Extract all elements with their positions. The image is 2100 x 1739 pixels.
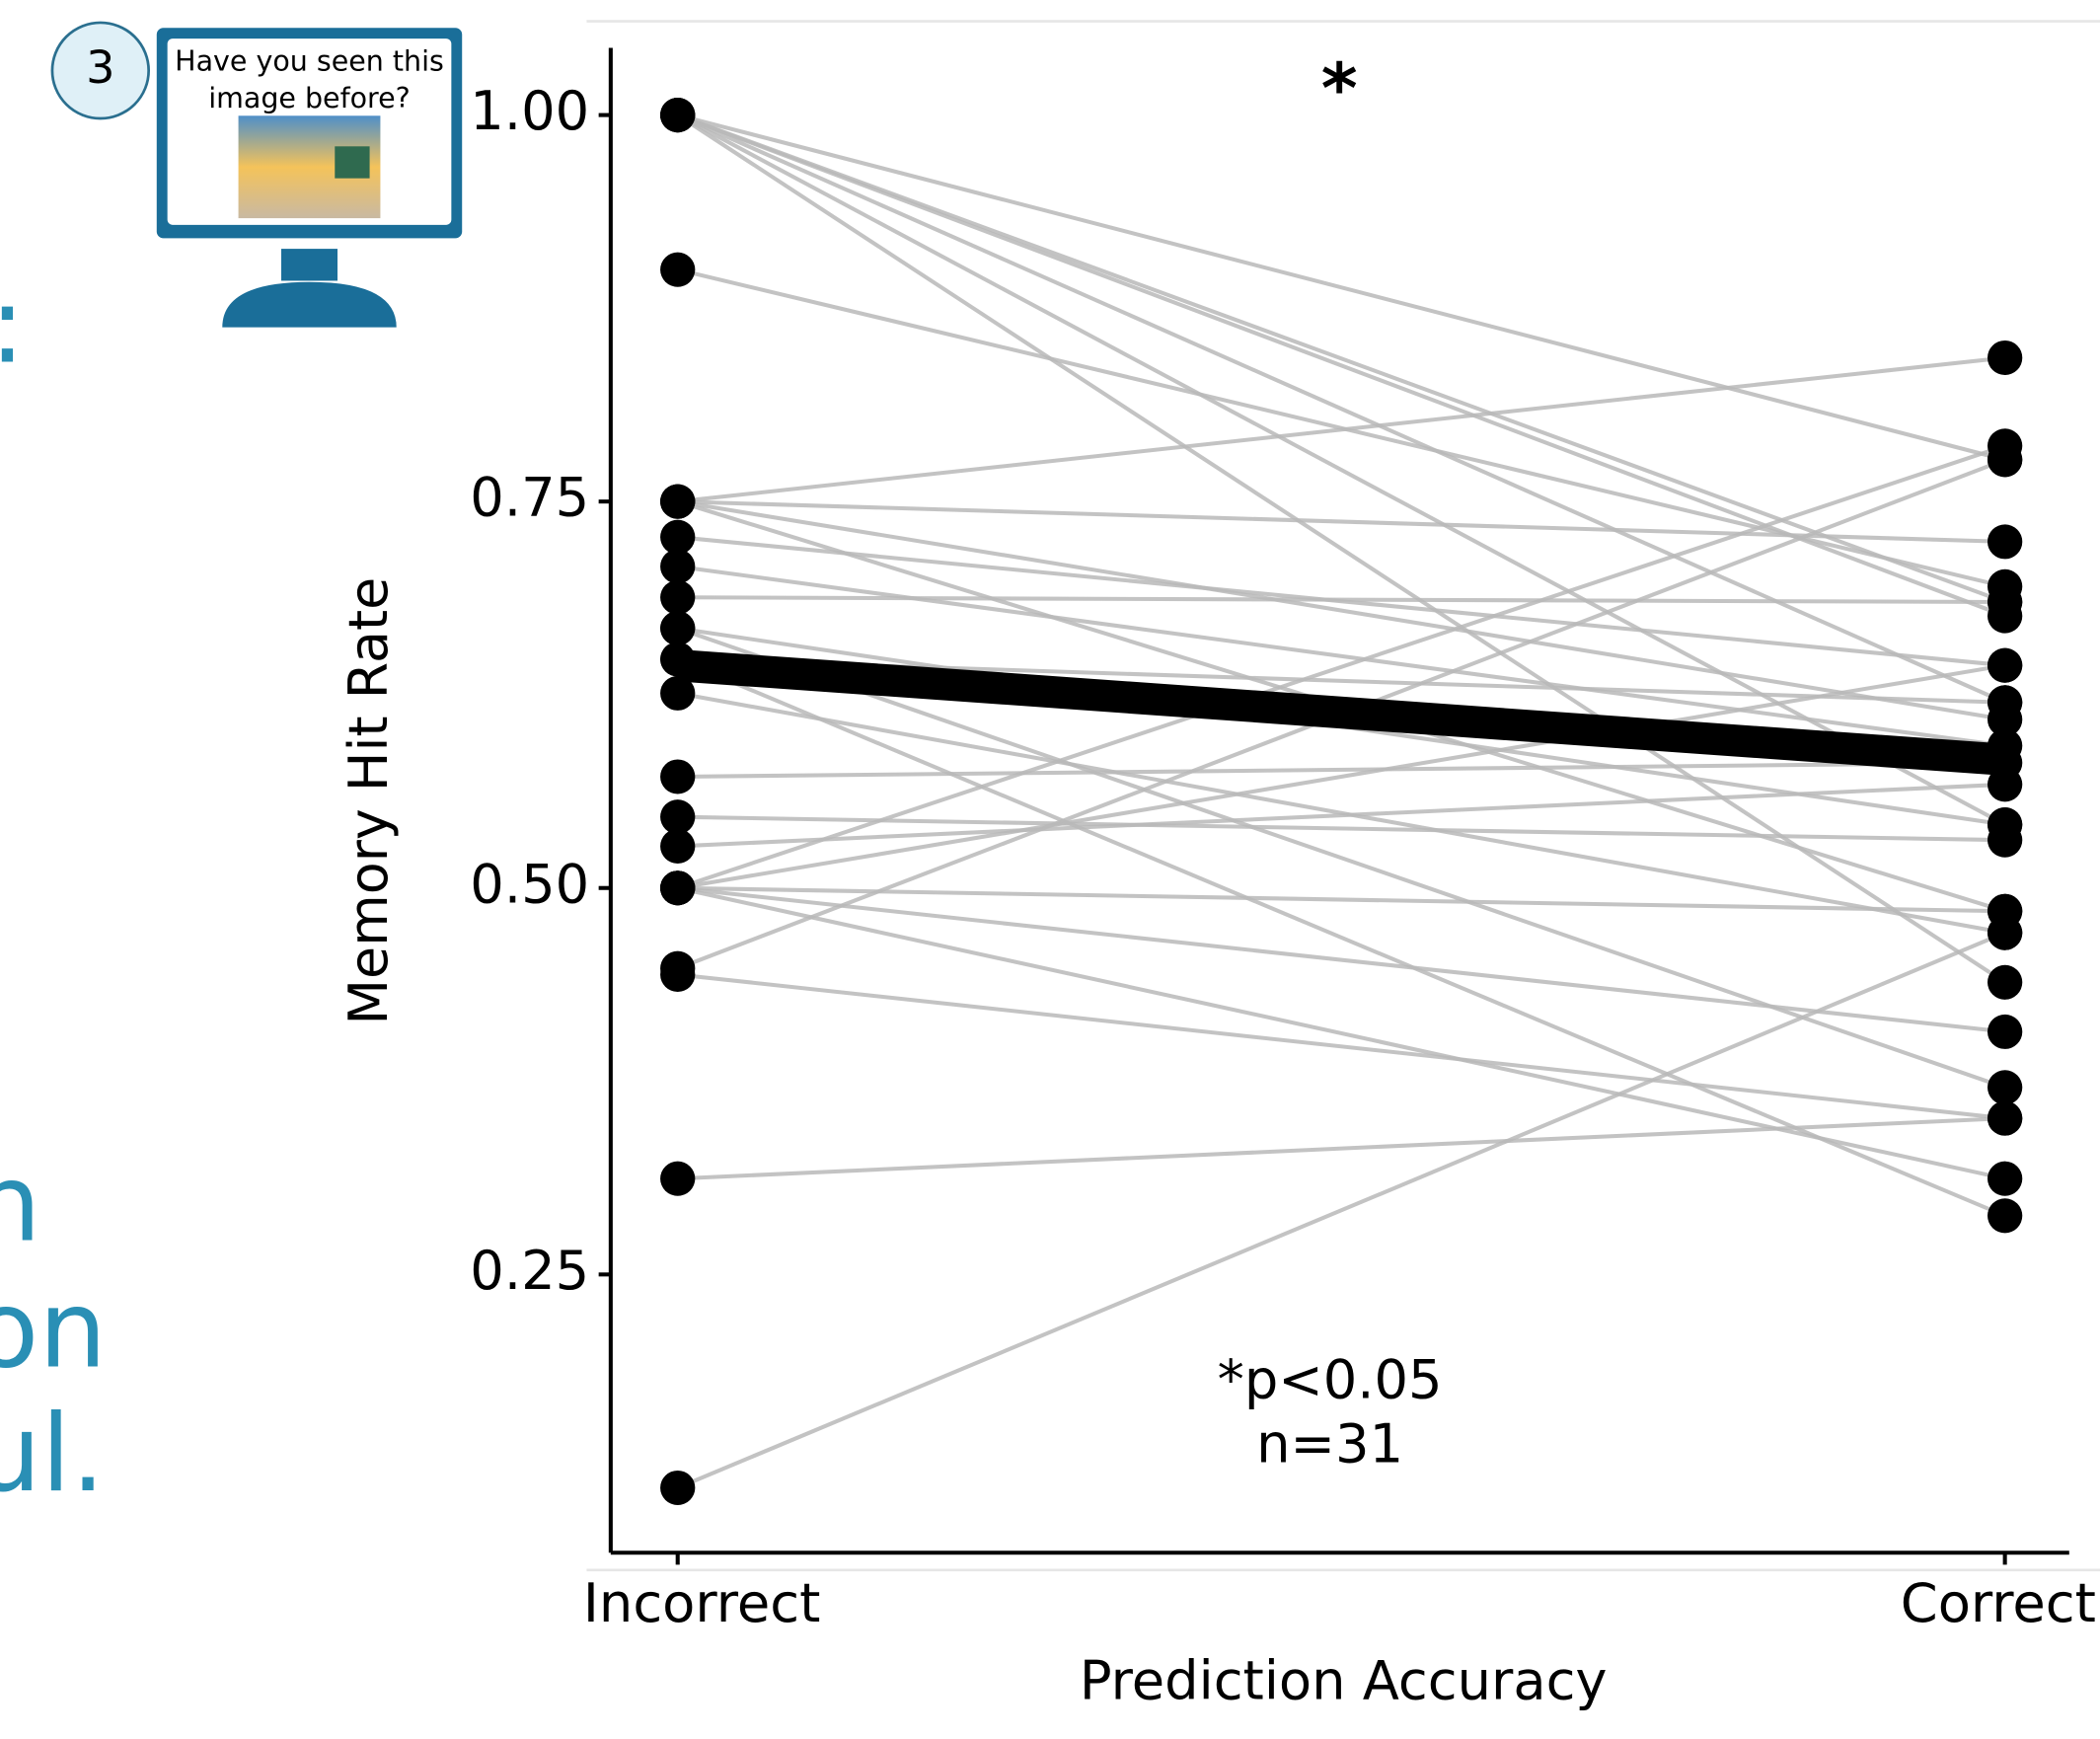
subject-line — [678, 1118, 2005, 1178]
point — [660, 642, 695, 676]
annotation: *p<0.05 — [1218, 1349, 1443, 1411]
fragment: on — [0, 1268, 107, 1393]
point — [1988, 1198, 2022, 1233]
point — [660, 829, 695, 864]
point — [660, 957, 695, 992]
fragment: ul. — [0, 1392, 105, 1516]
point — [1988, 1101, 2022, 1136]
point — [1988, 685, 2022, 719]
point — [660, 870, 695, 905]
point — [1988, 916, 2022, 950]
point — [660, 253, 695, 287]
subject-line — [678, 763, 2005, 777]
monitor-neck — [281, 249, 338, 280]
fragment: : — [0, 264, 26, 388]
subject-line — [678, 888, 2005, 1178]
point — [1988, 767, 2022, 801]
x-tick-label: Correct — [1901, 1572, 2096, 1634]
significance-star: * — [1321, 48, 1358, 129]
panel-border — [586, 22, 2100, 1570]
y-tick-label: 0.75 — [470, 467, 589, 529]
monitor-base — [222, 282, 396, 328]
point — [660, 549, 695, 583]
point — [1988, 1162, 2022, 1196]
subject-line — [678, 693, 2005, 933]
point — [660, 759, 695, 794]
annotation: n=31 — [1256, 1413, 1403, 1475]
fragments: : n on ul. — [0, 264, 107, 1516]
step-number: 3 — [86, 40, 114, 94]
point — [1988, 442, 2022, 477]
prompt: Have you seen this — [175, 44, 444, 77]
page: {"panel": {"step": "3", "prompt_line1": … — [0, 0, 2100, 1739]
subject-line — [678, 974, 2005, 1118]
point — [1988, 1070, 2022, 1104]
subject-line — [678, 357, 2005, 501]
point — [1988, 1015, 2022, 1049]
y-tick-label: 0.25 — [470, 1240, 589, 1302]
y-axis-title: Memory Hit Rate — [338, 577, 400, 1025]
x-tick-label: Incorrect — [583, 1572, 820, 1634]
subject-line — [678, 115, 2005, 983]
point — [1988, 584, 2022, 619]
fragment: n — [0, 1142, 41, 1266]
subject-line — [678, 597, 2005, 602]
point — [660, 1162, 695, 1196]
photo-hut — [335, 146, 369, 178]
point — [660, 676, 695, 711]
x-axis-title: Prediction Accuracy — [1080, 1649, 1608, 1711]
point — [660, 611, 695, 645]
y-tick-label: 0.50 — [470, 854, 589, 916]
point — [1988, 965, 2022, 1000]
point — [660, 580, 695, 615]
point — [660, 98, 695, 132]
figure: 3 Have you seen this image before? : n o… — [0, 0, 2100, 1739]
point — [1988, 524, 2022, 559]
point — [1988, 340, 2022, 375]
prompt: image before? — [208, 82, 411, 114]
point — [1988, 807, 2022, 842]
point — [660, 485, 695, 519]
point — [660, 1471, 695, 1505]
y-tick-label: 1.00 — [470, 80, 589, 142]
point — [1988, 648, 2022, 683]
